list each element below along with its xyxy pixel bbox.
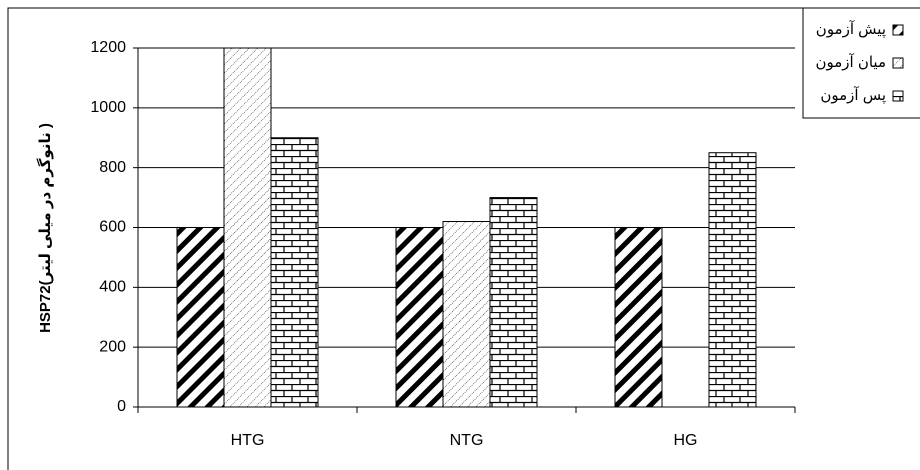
x-tick-label: HTG xyxy=(231,432,265,449)
legend-swatch xyxy=(892,24,904,36)
legend-swatch xyxy=(892,90,904,102)
bar xyxy=(395,227,444,408)
x-tick-label: NTG xyxy=(450,432,484,449)
bar xyxy=(223,47,272,408)
y-tick-label: 200 xyxy=(99,338,126,355)
y-tick-label: 1200 xyxy=(90,39,126,56)
x-tick-label: HG xyxy=(674,432,698,449)
y-axis-label: HSP72(نانوگرم در میلی لیتر ) xyxy=(36,123,54,333)
bar xyxy=(176,227,225,408)
bar xyxy=(489,197,538,408)
legend-label: پس آزمون xyxy=(820,86,886,105)
bar xyxy=(270,137,319,408)
y-tick-label: 400 xyxy=(99,279,126,296)
chart-frame xyxy=(7,7,920,470)
legend-swatch xyxy=(892,57,904,69)
y-tick-label: 600 xyxy=(99,219,126,236)
legend-label: پیش آزمون xyxy=(816,20,886,39)
legend-label: میان آزمون xyxy=(815,53,886,71)
bar xyxy=(614,227,663,408)
y-tick-label: 800 xyxy=(99,159,126,176)
y-tick-label: 1000 xyxy=(90,99,126,116)
bar xyxy=(442,221,491,408)
bar xyxy=(708,152,757,408)
y-tick-label: 0 xyxy=(117,398,126,415)
